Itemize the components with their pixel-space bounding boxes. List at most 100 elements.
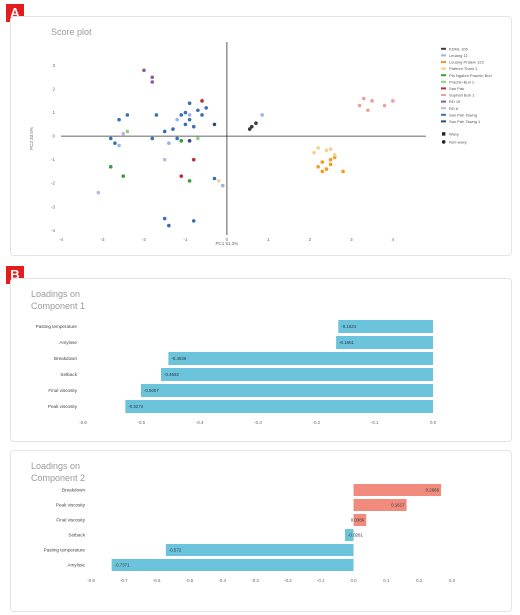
data-point: [162, 157, 167, 162]
data-point: [216, 179, 221, 183]
data-point: [125, 113, 130, 117]
value-label: 0.1617: [391, 503, 405, 508]
data-point: [179, 174, 184, 178]
x-tick-label: 3: [350, 237, 353, 242]
data-point: [382, 103, 387, 108]
data-point: [196, 108, 200, 113]
data-point: [125, 129, 130, 134]
category-label: Peak viscosity: [56, 503, 86, 508]
data-point: [96, 190, 101, 195]
legend-swatch: [441, 54, 446, 57]
bar: [353, 484, 442, 496]
legend-shape-circle: [441, 140, 446, 144]
data-point: [187, 101, 192, 105]
x-tick-label: 0.0: [350, 578, 357, 583]
x-tick-label: -3: [100, 237, 104, 242]
legend-entry: Pathum Thani 1: [449, 66, 478, 71]
x-tick-label: -1: [183, 237, 187, 242]
x-tick-label: -0.8: [87, 578, 95, 583]
legend-entry: San Pak: [449, 86, 464, 91]
x-tick-label: -0.6: [153, 578, 161, 583]
category-label: Pasting temperature: [44, 548, 86, 553]
category-label: Peak viscosity: [48, 404, 78, 409]
category-label: Setback: [68, 533, 85, 538]
x-tick-label: -0.1: [317, 578, 325, 583]
bar: [336, 336, 433, 349]
legend-entry: Leuang 11: [449, 53, 468, 58]
category-label: Breakdown: [62, 488, 85, 493]
data-point: [247, 127, 252, 131]
bar: [344, 529, 354, 541]
x-tick-label: 0.1: [383, 578, 390, 583]
x-tick-label: 0.0: [430, 420, 437, 425]
data-point: [320, 169, 325, 174]
data-point: [142, 68, 146, 73]
x-tick-label: -0.3: [254, 420, 262, 425]
category-label: Setback: [60, 372, 77, 377]
y-axis-label: PC2 33.5%: [29, 127, 34, 150]
data-point: [191, 124, 196, 129]
loadings-title-line: Loadings on: [31, 289, 80, 299]
data-point: [150, 136, 155, 141]
data-point: [361, 96, 366, 101]
data-point: [154, 113, 159, 117]
y-tick-label: -1: [51, 157, 55, 162]
bar: [338, 320, 433, 333]
legend-entry: Suphan Buri 1: [449, 93, 475, 98]
bar: [168, 352, 433, 365]
value-label: -0.7371: [115, 563, 130, 568]
loadings-comp1-panel: Loadings on Component 1 Pasting temperatur…: [10, 278, 512, 442]
data-point: [113, 141, 117, 146]
category-label: Amylose: [59, 340, 77, 345]
legend-swatch: [441, 87, 446, 90]
category-label: Pasting temperature: [36, 324, 78, 329]
value-label: -0.4536: [171, 356, 186, 361]
data-point: [324, 167, 329, 171]
x-tick-label: -4: [59, 237, 63, 242]
legend-shape-label: Non-waxy: [449, 139, 467, 144]
data-point: [249, 124, 254, 129]
loadings-title-line: Component 1: [31, 301, 85, 311]
data-point: [328, 157, 333, 162]
data-point: [179, 139, 184, 143]
bar: [160, 368, 433, 381]
category-label: Final viscosity: [56, 518, 85, 523]
x-tick-label: -0.2: [284, 578, 292, 583]
data-point: [121, 131, 126, 136]
legend-shape-label: Waxy: [449, 131, 459, 136]
data-point: [150, 80, 155, 84]
data-point: [183, 122, 188, 127]
data-point: [320, 160, 325, 164]
data-point: [187, 139, 192, 143]
x-tick-label: -0.5: [138, 420, 146, 425]
legend-swatch: [441, 94, 446, 96]
data-point: [254, 121, 258, 126]
data-point: [175, 117, 179, 122]
data-point: [117, 143, 121, 148]
data-point: [316, 146, 320, 150]
data-point: [212, 176, 217, 181]
data-point: [200, 113, 204, 117]
data-point: [328, 162, 333, 167]
data-point: [200, 99, 204, 103]
legend-swatch: [441, 74, 446, 77]
bar: [353, 514, 367, 526]
legend-swatch: [441, 100, 446, 103]
data-point: [341, 169, 345, 174]
legend-swatch: [441, 113, 446, 116]
data-point: [171, 127, 175, 131]
legend-entry: San Pah Tawng: [449, 112, 477, 117]
value-label: -0.4663: [164, 372, 179, 377]
data-point: [366, 108, 370, 113]
data-point: [191, 157, 196, 162]
y-tick-label: 0: [52, 134, 55, 139]
x-tick-label: 1: [267, 237, 270, 242]
y-tick-label: 3: [52, 63, 55, 68]
data-point: [167, 141, 171, 146]
score-plot-panel: Score plot -4 -3 -2 -1 0 1 2 3 4 -4 -3 -2 -1 0 1 2 3 PC1 5…: [10, 16, 512, 256]
value-label: -0.0261: [348, 533, 363, 538]
y-tick-label: -4: [51, 228, 55, 233]
legend-shape-square: [442, 132, 446, 136]
value-label: -0.1661: [339, 340, 354, 345]
loadings-title-line: Loadings on: [31, 461, 80, 471]
